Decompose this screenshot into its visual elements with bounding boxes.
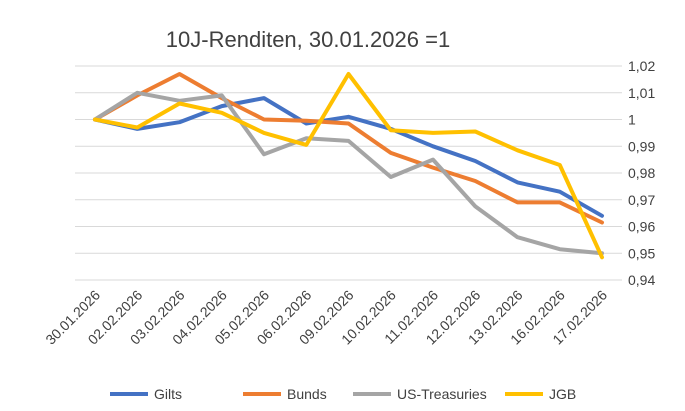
legend-label: JGB [549, 386, 576, 402]
legend-label: US-Treasuries [397, 386, 487, 402]
series-line-gilts [93, 96, 604, 218]
legend-label: Gilts [154, 386, 182, 402]
series-line-us-treasuries [93, 90, 604, 256]
y-tick-label: 0,97 [628, 192, 655, 208]
y-tick-label: 0,99 [628, 138, 655, 154]
y-tick-label: 1,01 [628, 85, 655, 101]
x-axis-ticks: 30.01.202602.02.202603.02.202604.02.2026… [42, 287, 610, 348]
y-tick-label: 0,95 [628, 245, 655, 261]
y-tick-label: 0,94 [628, 272, 655, 288]
y-axis-ticks: 0,94 0,95 0,96 0,97 0,98 0,99 1 1,01 1,02 [628, 58, 655, 288]
y-tick-label: 0,96 [628, 219, 655, 235]
chart-title: 10J-Renditen, 30.01.2026 =1 [166, 27, 450, 52]
y-tick-label: 1,02 [628, 58, 655, 74]
series-lines [93, 72, 604, 260]
series-line-bunds [93, 72, 604, 225]
legend: Gilts Bunds US-Treasuries JGB [110, 386, 576, 402]
y-tick-label: 0,98 [628, 165, 655, 181]
y-tick-label: 1 [628, 112, 636, 128]
legend-label: Bunds [287, 386, 327, 402]
gridlines [75, 65, 622, 281]
series-line-jgb [93, 72, 604, 260]
